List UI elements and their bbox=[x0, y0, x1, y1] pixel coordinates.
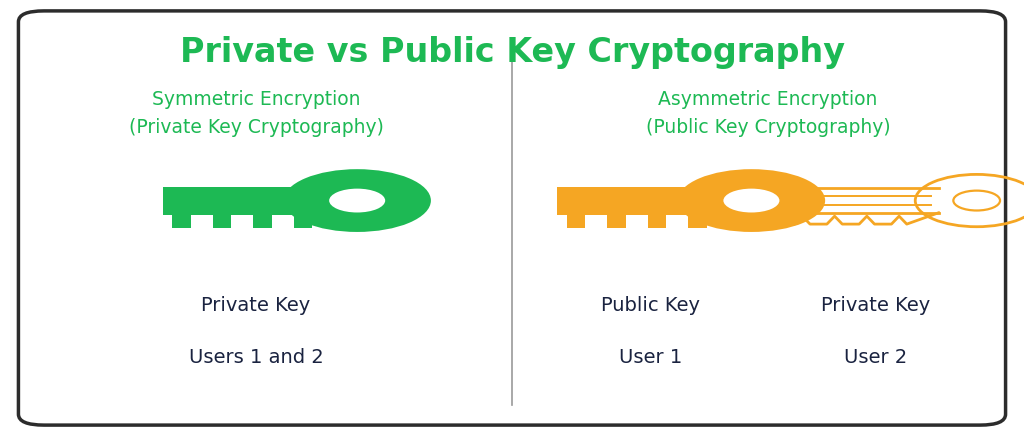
Text: User 2: User 2 bbox=[844, 348, 907, 367]
Bar bbox=[294, 215, 312, 228]
Text: Asymmetric Encryption
(Public Key Cryptography): Asymmetric Encryption (Public Key Crypto… bbox=[646, 90, 890, 137]
Bar bbox=[607, 215, 626, 228]
Bar bbox=[163, 187, 313, 215]
Text: Private vs Public Key Cryptography: Private vs Public Key Cryptography bbox=[179, 36, 845, 69]
FancyBboxPatch shape bbox=[18, 11, 1006, 425]
Text: User 1: User 1 bbox=[618, 348, 682, 367]
Bar bbox=[648, 215, 667, 228]
Text: Private Key: Private Key bbox=[202, 296, 310, 315]
Bar bbox=[213, 215, 231, 228]
Circle shape bbox=[329, 189, 385, 212]
Text: Symmetric Encryption
(Private Key Cryptography): Symmetric Encryption (Private Key Crypto… bbox=[129, 90, 383, 137]
Bar bbox=[688, 215, 707, 228]
Bar bbox=[566, 215, 585, 228]
Circle shape bbox=[723, 189, 779, 212]
Text: Users 1 and 2: Users 1 and 2 bbox=[188, 348, 324, 367]
Bar bbox=[172, 215, 190, 228]
Circle shape bbox=[678, 169, 825, 232]
Bar bbox=[557, 187, 708, 215]
Text: Private Key: Private Key bbox=[821, 296, 930, 315]
Text: Public Key: Public Key bbox=[601, 296, 699, 315]
Bar bbox=[254, 215, 272, 228]
Circle shape bbox=[284, 169, 431, 232]
